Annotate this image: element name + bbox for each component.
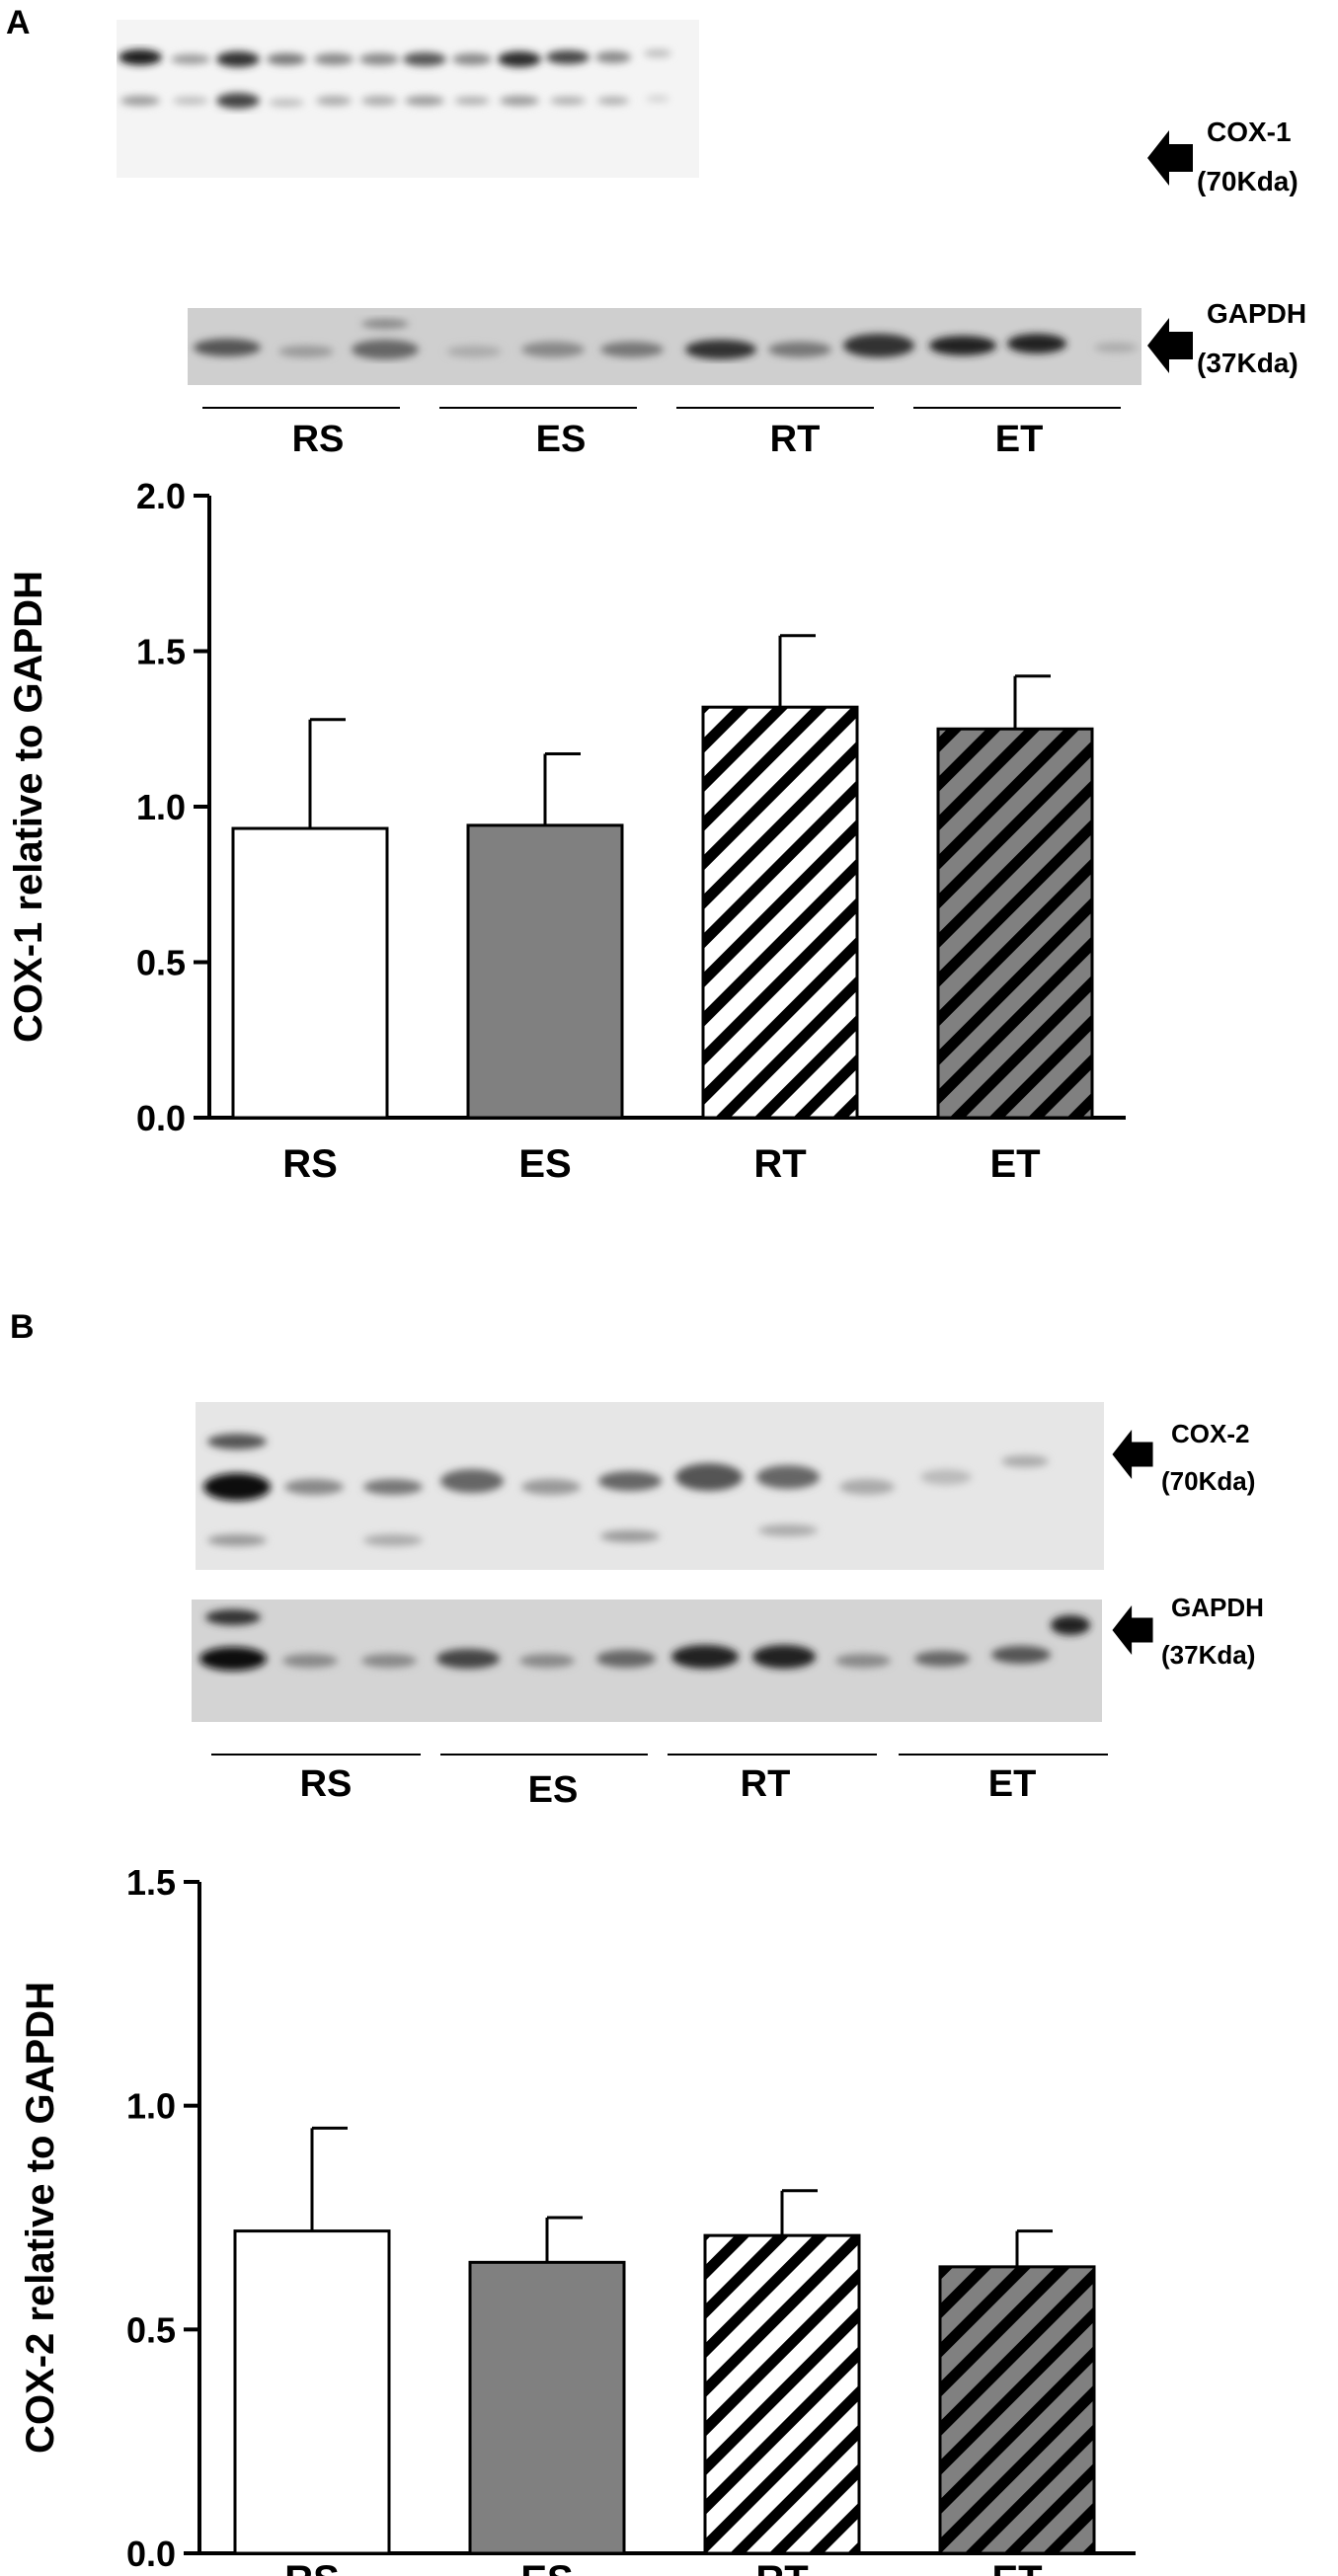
y-axis-label: COX-2 relative to GAPDH <box>19 1982 62 2454</box>
bar-et <box>938 2265 1096 2555</box>
gapdh-weight-label-b: (37Kda) <box>1161 1640 1256 1670</box>
group-line-rs-a <box>202 407 400 409</box>
group-line-rt-a <box>676 407 874 409</box>
group-label-et-b: ET <box>987 1763 1037 1805</box>
x-tick-label: ET <box>989 1142 1040 1186</box>
y-tick-label: 0.0 <box>126 2534 176 2574</box>
x-tick-label: ET <box>991 2558 1042 2576</box>
cox2-weight-label: (70Kda) <box>1161 1466 1256 1496</box>
x-tick-label: RT <box>753 1142 806 1186</box>
y-tick-label: 0.5 <box>126 2309 176 2350</box>
group-label-rs-b: RS <box>299 1763 353 1805</box>
group-line-rt-b <box>668 1754 877 1756</box>
gapdh-blot-image-b <box>192 1600 1102 1722</box>
bar-et <box>936 727 1094 1120</box>
y-tick-label: 1.0 <box>126 2086 176 2127</box>
bar-rs <box>231 826 389 1120</box>
group-label-rt-b: RT <box>740 1763 791 1805</box>
cox2-blot-image <box>196 1402 1104 1570</box>
y-tick-label: 1.0 <box>136 787 186 827</box>
x-tick-label: RS <box>284 2558 340 2576</box>
gapdh-arrow-icon-b <box>1112 1605 1153 1655</box>
cox1-weight-label: (70Kda) <box>1197 166 1299 196</box>
bar-es <box>466 823 624 1120</box>
group-line-es-a <box>439 407 637 409</box>
cox2-label: COX-2 <box>1171 1419 1250 1448</box>
y-axis-label: COX-1 relative to GAPDH <box>7 571 50 1043</box>
group-label-rs-a: RS <box>291 419 345 460</box>
cox2-bar-chart: 0.0 0.5 1.0 1.5 COX-2 relative to GAPDH RS ES R… <box>19 1862 1136 2576</box>
gapdh-arrow-icon-a <box>1147 318 1193 373</box>
group-line-et-a <box>913 407 1121 409</box>
x-tick-label: RT <box>755 2558 808 2576</box>
group-label-es-b: ES <box>527 1769 579 1811</box>
cox1-bar-chart: 0.0 0.5 1.0 1.5 2.0 COX-1 relative to GAPDH RS… <box>7 476 1126 1186</box>
group-label-rt-a: RT <box>769 419 821 460</box>
panel-a-letter: A <box>6 4 31 41</box>
y-tick-label: 1.5 <box>136 632 186 672</box>
panel-b-letter: B <box>10 1308 35 1346</box>
y-tick-label: 1.5 <box>126 1862 176 1903</box>
group-line-rs-b <box>211 1754 421 1756</box>
bar-rt <box>701 705 859 1120</box>
cox2-arrow-icon <box>1112 1430 1153 1479</box>
cox1-arrow-icon <box>1147 130 1193 186</box>
gapdh-label-b: GAPDH <box>1171 1593 1264 1622</box>
bar-es <box>468 2260 626 2555</box>
group-label-es-a: ES <box>535 419 587 460</box>
y-tick-label: 0.0 <box>136 1098 186 1138</box>
cox1-blot-image <box>117 20 699 178</box>
group-line-et-b <box>899 1754 1108 1756</box>
x-tick-label: ES <box>518 1142 571 1186</box>
gapdh-blot-image-a <box>188 308 1141 385</box>
group-line-es-b <box>440 1754 648 1756</box>
cox1-label: COX-1 <box>1207 117 1292 147</box>
gapdh-weight-label-a: (37Kda) <box>1197 348 1299 378</box>
gapdh-label-a: GAPDH <box>1207 298 1307 329</box>
x-tick-label: RS <box>282 1142 338 1186</box>
bar-rs <box>233 2229 391 2555</box>
y-tick-label: 2.0 <box>136 476 186 516</box>
x-tick-label: ES <box>520 2558 573 2576</box>
y-tick-label: 0.5 <box>136 943 186 983</box>
group-label-et-a: ET <box>994 419 1044 460</box>
bar-rt <box>703 2233 861 2555</box>
